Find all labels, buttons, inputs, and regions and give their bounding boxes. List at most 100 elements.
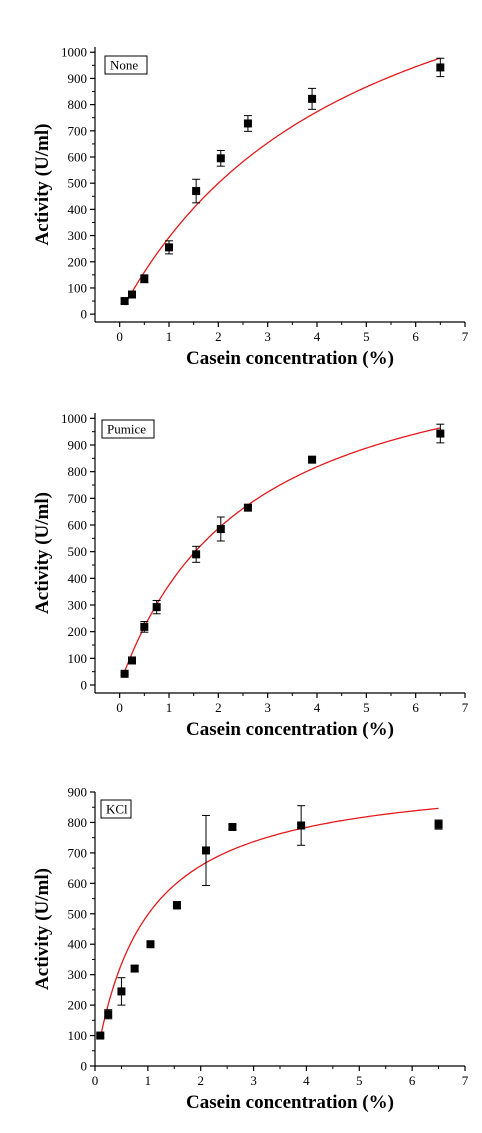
x-axis-title: Casein concentration (%) bbox=[186, 1092, 394, 1113]
data-point bbox=[192, 550, 201, 559]
y-tick-label: 800 bbox=[68, 97, 88, 112]
y-tick-label: 1000 bbox=[61, 411, 87, 426]
data-point bbox=[117, 987, 126, 996]
y-tick-label: 200 bbox=[68, 998, 88, 1013]
fit-curve bbox=[124, 57, 441, 306]
legend-box bbox=[104, 55, 148, 75]
y-tick-label: 200 bbox=[68, 254, 88, 269]
y-tick-label: 100 bbox=[68, 651, 88, 666]
x-tick-label: 1 bbox=[166, 329, 173, 344]
x-tick-label: 3 bbox=[264, 329, 271, 344]
x-tick-label: 4 bbox=[303, 1073, 310, 1088]
data-point bbox=[436, 429, 445, 438]
x-tick-label: 6 bbox=[409, 1073, 416, 1088]
y-tick-label: 800 bbox=[68, 815, 88, 830]
data-point bbox=[152, 603, 161, 612]
data-point bbox=[434, 820, 443, 829]
chart-panel-2: 0 100 200 300 400 500 600 700 800 900 1000 0 1 2 3 4 5 6 7… bbox=[32, 411, 469, 740]
data-point bbox=[192, 187, 201, 196]
data-point bbox=[308, 455, 317, 464]
x-tick-label: 5 bbox=[363, 329, 370, 344]
x-tick-label: 3 bbox=[250, 1073, 257, 1088]
y-tick-label: 500 bbox=[68, 176, 88, 191]
data-point bbox=[104, 1010, 113, 1019]
data-point bbox=[243, 503, 252, 512]
data-point bbox=[243, 119, 252, 128]
data-point bbox=[216, 525, 225, 533]
y-tick-label: 700 bbox=[68, 491, 88, 506]
data-point bbox=[165, 243, 173, 252]
y-tick-label: 600 bbox=[68, 876, 88, 891]
y-axis-title: Activity (U/ml) bbox=[32, 124, 53, 246]
x-tick-label: 3 bbox=[264, 700, 271, 715]
x-axis-title: Casein concentration (%) bbox=[186, 348, 394, 369]
x-tick-label: 1 bbox=[145, 1073, 152, 1088]
y-tick-label: 1000 bbox=[61, 45, 87, 60]
legend-label: KCl bbox=[106, 802, 128, 817]
data-point bbox=[130, 964, 139, 973]
legend-box bbox=[101, 419, 155, 439]
x-tick-label: 7 bbox=[462, 1073, 469, 1088]
legend-box bbox=[100, 799, 132, 819]
y-tick-label: 300 bbox=[68, 598, 88, 613]
legend-label: Pumice bbox=[107, 422, 146, 437]
data-point bbox=[202, 846, 210, 855]
chart-panel-3: 0 100 200 300 400 500 600 700 800 900 0 1 2 3 4 5 6 7 Case… bbox=[32, 785, 469, 1114]
data-point bbox=[140, 622, 149, 631]
y-tick-label: 100 bbox=[68, 1028, 88, 1043]
y-tick-label: 900 bbox=[68, 71, 88, 86]
x-tick-label: 2 bbox=[215, 700, 222, 715]
x-tick-label: 2 bbox=[197, 1073, 204, 1088]
fit-curve bbox=[99, 807, 439, 1039]
data-point bbox=[228, 823, 237, 832]
data-point bbox=[297, 821, 306, 830]
y-tick-label: 400 bbox=[68, 202, 88, 217]
y-tick-label: 900 bbox=[68, 785, 88, 800]
x-tick-label: 1 bbox=[166, 700, 173, 715]
data-point bbox=[436, 63, 445, 72]
data-point bbox=[216, 154, 225, 163]
x-tick-label: 0 bbox=[116, 700, 123, 715]
y-tick-label: 0 bbox=[81, 678, 88, 693]
x-tick-label: 5 bbox=[363, 700, 370, 715]
data-point bbox=[96, 1031, 105, 1040]
x-tick-label: 4 bbox=[314, 329, 321, 344]
x-tick-label: 6 bbox=[412, 329, 419, 344]
x-tick-label: 7 bbox=[462, 700, 469, 715]
x-tick-label: 7 bbox=[462, 329, 469, 344]
y-axis-title: Activity (U/ml) bbox=[32, 868, 53, 990]
y-tick-label: 800 bbox=[68, 464, 88, 479]
data-point bbox=[172, 901, 181, 910]
data-point bbox=[128, 290, 136, 299]
data-point bbox=[308, 94, 317, 103]
data-point bbox=[140, 274, 149, 283]
x-tick-label: 6 bbox=[412, 700, 419, 715]
x-tick-label: 5 bbox=[356, 1073, 363, 1088]
y-tick-label: 900 bbox=[68, 438, 88, 453]
y-tick-label: 500 bbox=[68, 544, 88, 559]
x-tick-label: 2 bbox=[215, 329, 222, 344]
x-tick-label: 0 bbox=[116, 329, 123, 344]
chart-panel-1: 0 100 200 300 400 500 600 700 800 900 1000 0 1 2 3 4 5 6 7… bbox=[32, 45, 469, 369]
y-tick-label: 200 bbox=[68, 624, 88, 639]
y-tick-label: 700 bbox=[68, 845, 88, 860]
data-point bbox=[120, 669, 129, 678]
data-point bbox=[120, 297, 129, 306]
y-axis-title: Activity (U/ml) bbox=[32, 492, 53, 614]
fit-curve bbox=[123, 427, 441, 672]
y-tick-label: 300 bbox=[68, 967, 88, 982]
y-tick-label: 700 bbox=[68, 123, 88, 138]
data-point bbox=[128, 656, 136, 665]
data-point bbox=[146, 940, 155, 949]
y-tick-label: 100 bbox=[68, 280, 88, 295]
y-tick-label: 300 bbox=[68, 228, 88, 243]
x-tick-label: 4 bbox=[314, 700, 321, 715]
y-tick-label: 600 bbox=[68, 150, 88, 165]
y-tick-label: 400 bbox=[68, 937, 88, 952]
x-axis-title: Casein concentration (%) bbox=[186, 719, 394, 740]
y-tick-label: 600 bbox=[68, 518, 88, 533]
y-tick-label: 0 bbox=[81, 307, 88, 322]
y-tick-label: 0 bbox=[81, 1059, 88, 1074]
y-tick-label: 400 bbox=[68, 571, 88, 586]
